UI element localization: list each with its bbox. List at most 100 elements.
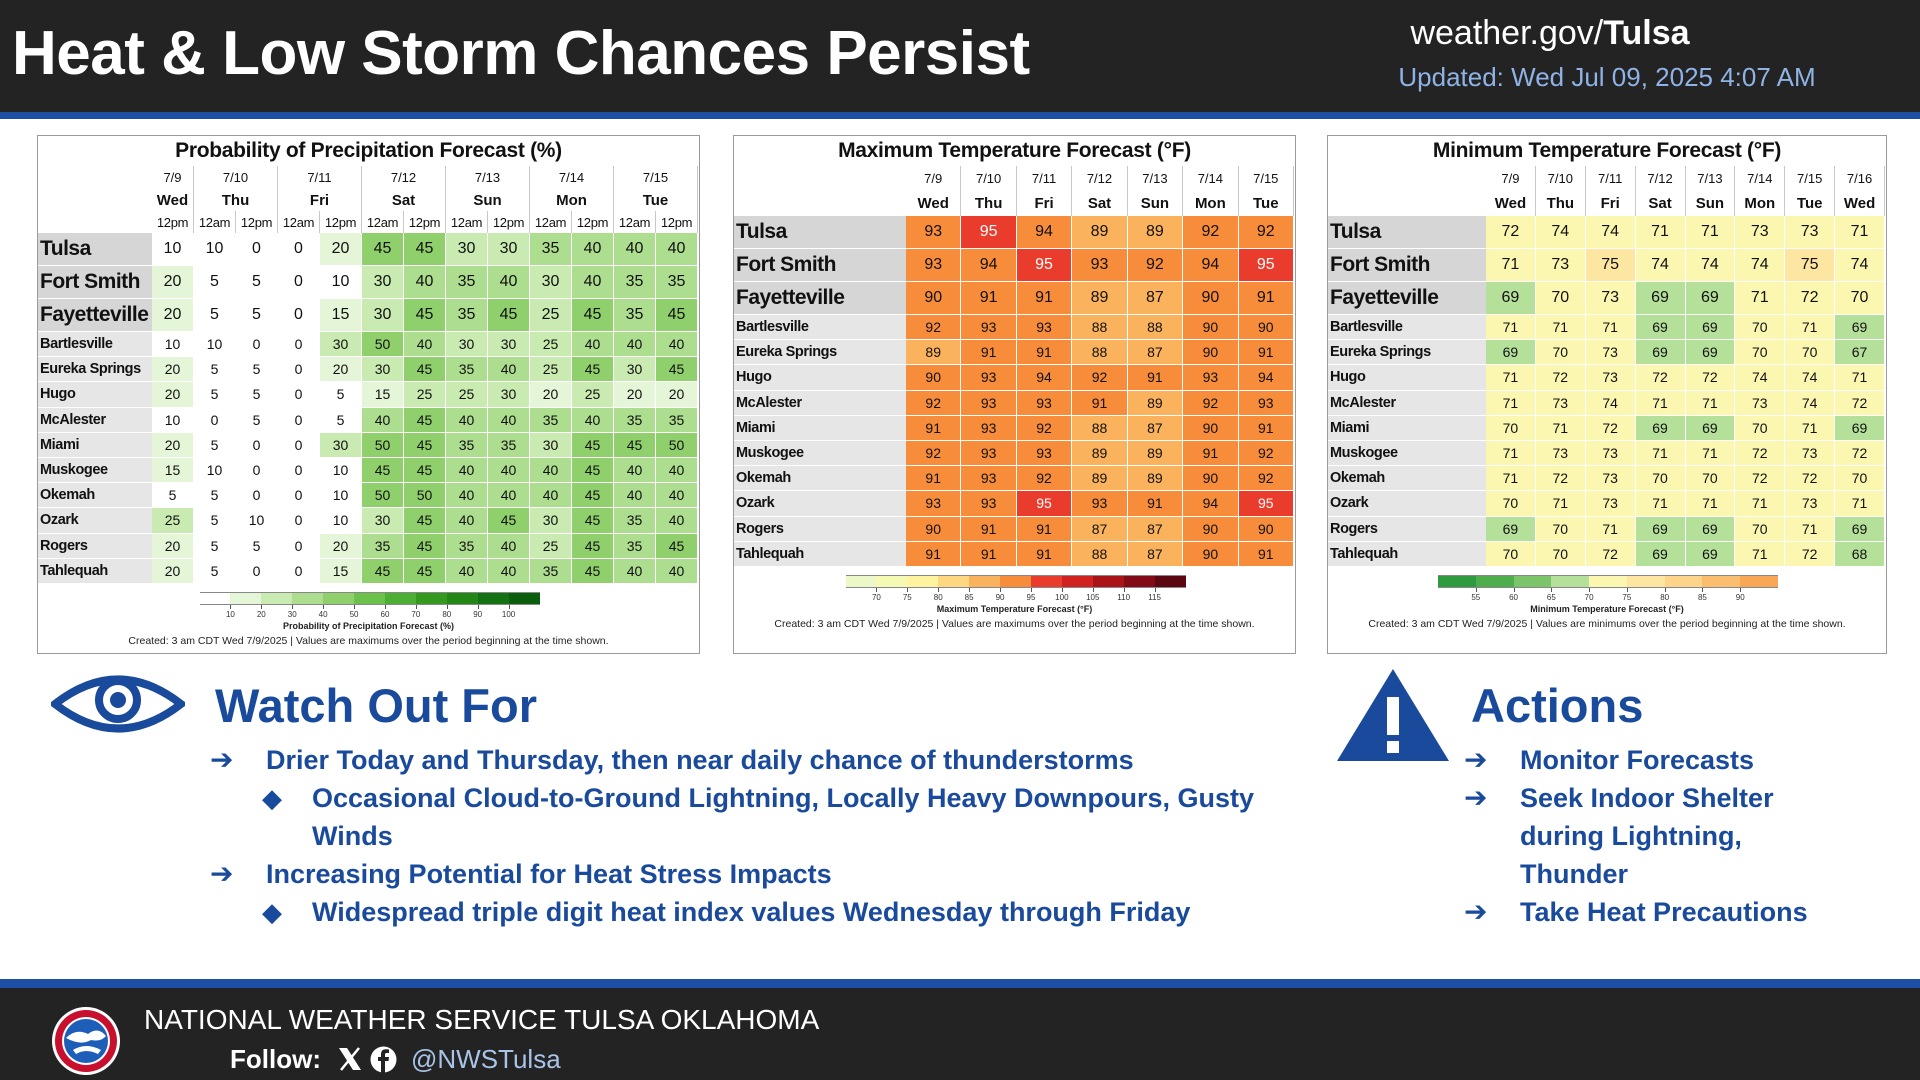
- city-name: Muskogee: [38, 458, 152, 484]
- forecast-value: 73: [1785, 491, 1836, 517]
- date-header: 7/14: [1735, 166, 1786, 191]
- forecast-value: 72: [1785, 466, 1836, 492]
- forecast-value: 91: [961, 340, 1017, 366]
- legend-tick: [384, 605, 386, 609]
- forecast-value: 69: [1635, 516, 1686, 542]
- city-name: Okemah: [1328, 466, 1486, 492]
- forecast-panel: Maximum Temperature Forecast (°F) 7/9 Wed 7…: [733, 135, 1296, 654]
- forecast-value: 91: [1238, 282, 1294, 315]
- legend-swatch: [845, 575, 877, 588]
- header-stripe: [0, 112, 1920, 119]
- forecast-value: 20: [152, 432, 194, 458]
- city-name: Bartlesville: [1328, 315, 1486, 341]
- city-name: Eureka Springs: [734, 340, 906, 366]
- forecast-value: 91: [1072, 390, 1128, 416]
- panel-title: Maximum Temperature Forecast (°F): [838, 139, 1191, 162]
- forecast-value: 45: [362, 458, 404, 484]
- forecast-value: 71: [1486, 466, 1536, 492]
- forecast-value: 40: [572, 407, 614, 433]
- forecast-value: 90: [1183, 315, 1239, 341]
- watch-item: ◆ Widespread triple digit heat index valu…: [262, 893, 1330, 931]
- city-name: Tulsa: [734, 216, 906, 249]
- city-name: Tahlequah: [734, 541, 906, 567]
- forecast-value: 69: [1835, 415, 1885, 441]
- footer-org: NATIONAL WEATHER SERVICE TULSA OKLAHOMA: [144, 1004, 820, 1035]
- forecast-value: 91: [1183, 441, 1239, 467]
- forecast-value: 30: [530, 266, 572, 299]
- forecast-value: 73: [1535, 441, 1586, 467]
- forecast-value: 45: [572, 483, 614, 509]
- forecast-value: 0: [236, 483, 278, 509]
- arrow-bullet: ➔: [210, 744, 234, 775]
- facebook-icon[interactable]: [370, 1046, 397, 1073]
- forecast-value: 40: [656, 508, 698, 534]
- forecast-value: 10: [152, 407, 194, 433]
- forecast-value: 91: [961, 282, 1017, 315]
- forecast-value: 40: [656, 558, 698, 584]
- forecast-value: 45: [572, 558, 614, 584]
- forecast-value: 0: [278, 483, 320, 509]
- forecast-value: 93: [1238, 390, 1294, 416]
- forecast-value: 70: [1685, 466, 1736, 492]
- forecast-value: 95: [1016, 491, 1073, 517]
- forecast-value: 0: [236, 558, 278, 584]
- forecast-value: 40: [488, 483, 530, 509]
- time-header: 12pm: [404, 211, 446, 233]
- legend-swatch: [446, 592, 479, 605]
- legend-swatch: [1702, 575, 1741, 588]
- time-header: 12am: [446, 211, 488, 233]
- forecast-value: 45: [404, 533, 446, 559]
- forecast-value: 70: [1735, 516, 1786, 542]
- forecast-value: 73: [1785, 216, 1836, 249]
- forecast-value: 5: [194, 432, 236, 458]
- forecast-value: 94: [1183, 491, 1239, 517]
- forecast-value: 45: [362, 233, 404, 266]
- forecast-value: 10: [194, 332, 236, 358]
- day-header: Thu: [961, 191, 1017, 216]
- forecast-value: 71: [1535, 491, 1586, 517]
- forecast-value: 70: [1535, 541, 1586, 567]
- forecast-value: 10: [236, 508, 278, 534]
- panel-title: Minimum Temperature Forecast (°F): [1432, 139, 1782, 162]
- forecast-value: 10: [320, 458, 362, 484]
- forecast-value: 90: [1183, 340, 1239, 366]
- forecast-value: 40: [488, 266, 530, 299]
- legend-label: Maximum Temperature Forecast (°F): [936, 604, 1093, 614]
- arrow-bullet: ➔: [1464, 744, 1488, 775]
- forecast-value: 69: [1685, 315, 1736, 341]
- actions-list: ➔ Monitor Forecasts ➔ Seek Indoor Shelter d…: [1464, 741, 1904, 931]
- forecast-value: 69: [1635, 315, 1686, 341]
- city-name: Ozark: [38, 508, 152, 534]
- forecast-value: 35: [614, 508, 656, 534]
- x-icon[interactable]: [337, 1046, 363, 1072]
- day-header: Fri: [1017, 191, 1073, 216]
- date-header: 7/16: [1835, 166, 1885, 191]
- forecast-value: 20: [614, 382, 656, 408]
- day-header: Thu: [1536, 191, 1586, 216]
- forecast-value: 71: [1735, 541, 1786, 567]
- forecast-value: 40: [614, 332, 656, 358]
- forecast-value: 93: [1016, 390, 1073, 416]
- legend-tick: [938, 588, 940, 592]
- date-header: 7/12: [1072, 166, 1128, 191]
- forecast-value: 92: [1238, 441, 1294, 467]
- forecast-value: 93: [1072, 249, 1128, 282]
- forecast-value: 93: [961, 415, 1017, 441]
- forecast-value: 10: [320, 483, 362, 509]
- forecast-value: 73: [1735, 216, 1786, 249]
- legend-swatch: [477, 592, 510, 605]
- forecast-value: 45: [404, 357, 446, 383]
- forecast-value: 71: [1785, 415, 1836, 441]
- forecast-value: 35: [446, 266, 488, 299]
- forecast-value: 93: [961, 491, 1017, 517]
- forecast-value: 10: [152, 233, 194, 266]
- day-header: Wed: [1835, 191, 1885, 216]
- legend-tick: [354, 605, 356, 609]
- forecast-value: 72: [1486, 216, 1536, 249]
- city-name: Rogers: [734, 516, 906, 542]
- legend-tick: [477, 605, 479, 609]
- forecast-value: 20: [152, 357, 194, 383]
- date-header: 7/10: [1536, 166, 1586, 191]
- social-handle[interactable]: @NWSTulsa: [411, 1044, 561, 1074]
